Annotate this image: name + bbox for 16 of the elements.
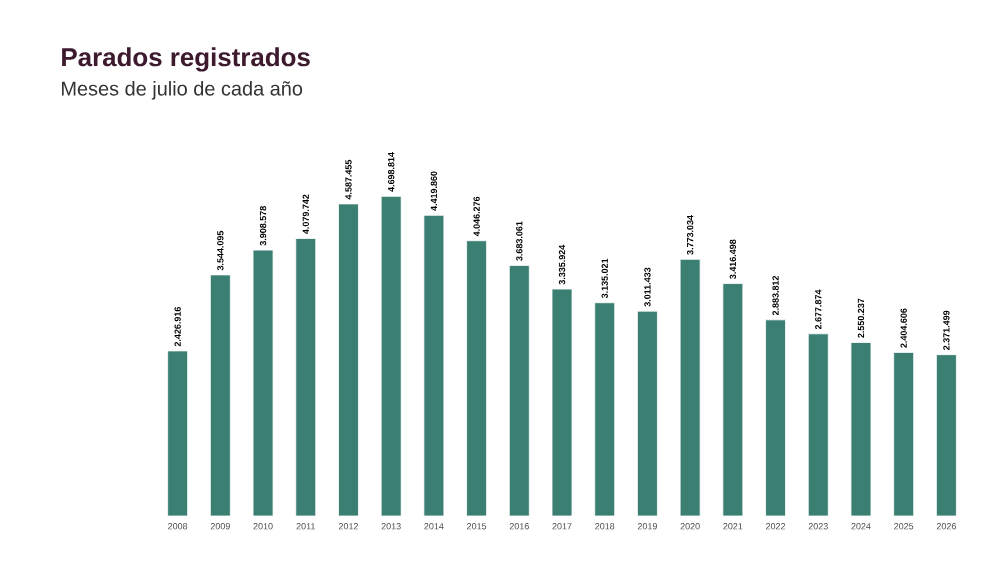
bar — [209, 274, 231, 516]
bar — [722, 283, 744, 516]
bar — [807, 333, 829, 516]
bar — [508, 265, 530, 516]
bar — [338, 203, 359, 516]
bar — [594, 302, 616, 516]
bar — [466, 240, 487, 516]
bar — [380, 195, 402, 516]
bar — [295, 238, 317, 516]
chart-title: Parados registrados — [62, 47, 310, 72]
bar — [935, 354, 957, 516]
bar — [167, 350, 189, 516]
bar — [765, 319, 786, 516]
bar — [637, 310, 658, 516]
bar — [893, 352, 915, 516]
chart-subtitle: Meses de julio de cada año — [62, 81, 303, 100]
